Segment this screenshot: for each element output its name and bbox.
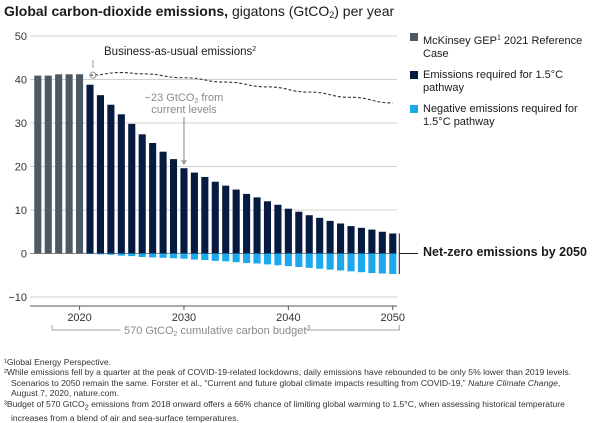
footnote-2-cont: Scenarios to 2050 remain the same. Forst…: [4, 378, 598, 388]
footnotes: ¹Global Energy Perspective. ²While emiss…: [4, 357, 598, 423]
footnote-3-cont: increases from a blend of air and sea-su…: [4, 413, 598, 423]
legend-swatch-pathway: [410, 71, 418, 79]
pathway-bar: [337, 223, 344, 253]
pathway-bar: [191, 173, 198, 254]
negative-emissions-bar: [358, 254, 365, 273]
negative-emissions-bar: [253, 254, 260, 264]
footnote-2-source: August 7, 2020, nature.com.: [4, 388, 598, 398]
pathway-bar: [139, 134, 146, 253]
pathway-bar: [264, 201, 271, 253]
negative-emissions-bar: [233, 254, 240, 263]
pathway-bar: [222, 186, 229, 254]
negative-emissions-bar: [389, 254, 396, 274]
reference-case-bar: [66, 74, 73, 253]
negative-emissions-bar: [160, 254, 167, 258]
pathway-bar: [306, 215, 313, 253]
budget-label: 570 GtCO2 cumulative carbon budget3: [124, 325, 310, 338]
pathway-bar: [295, 212, 302, 254]
negative-emissions-bar: [107, 254, 114, 255]
pathway-bar: [170, 159, 177, 253]
y-tick-label: 30: [15, 118, 27, 130]
pathway-bar: [285, 209, 292, 254]
bau-label: Business-as-usual emissions2: [104, 46, 256, 58]
footnote-2: ²While emissions fell by a quarter at th…: [4, 367, 598, 377]
negative-emissions-bar: [337, 254, 344, 271]
negative-emissions-bar: [306, 254, 313, 268]
pathway-bar: [107, 105, 114, 254]
negative-emissions-bar: [379, 254, 386, 274]
negative-emissions-bar: [128, 254, 135, 257]
x-tick-label: 2050: [381, 312, 405, 324]
legend-swatch-reference-case: [410, 33, 418, 41]
legend-item-negative-emissions: Negative emissions required for 1.5°C pa…: [410, 103, 598, 129]
footnote-3: ³Budget of 570 GtCO2 emissions from 2018…: [4, 399, 598, 413]
y-tick-label: 50: [15, 31, 27, 43]
negative-emissions-bar: [368, 254, 375, 274]
pathway-bar: [379, 232, 386, 254]
negative-emissions-bar: [222, 254, 229, 262]
negative-emissions-bar: [191, 254, 198, 260]
pathway-bar: [160, 152, 167, 254]
pathway-bar: [201, 177, 208, 254]
pathway-bar: [316, 218, 323, 254]
negative-emissions-bar: [316, 254, 323, 269]
footnote-1: ¹Global Energy Perspective.: [4, 357, 598, 367]
legend-item-pathway: Emissions required for 1.5°C pathway: [410, 69, 598, 95]
negative-emissions-bar: [285, 254, 292, 267]
negative-emissions-bar: [243, 254, 250, 264]
x-tick-label: 2040: [276, 312, 300, 324]
pathway-bar: [274, 205, 281, 254]
pathway-bar: [180, 168, 187, 253]
negative-emissions-bar: [118, 254, 125, 256]
negative-emissions-bar: [180, 254, 187, 259]
pathway-bar: [86, 85, 93, 254]
x-tick-label: 2030: [172, 312, 196, 324]
negative-emissions-bar: [264, 254, 271, 265]
reference-case-bar: [45, 76, 52, 254]
pathway-bar: [347, 226, 354, 253]
pathway-bar: [233, 190, 240, 254]
chart-legend: McKinsey GEP1 2021 Reference Case Emissi…: [410, 31, 598, 137]
reference-case-bar: [55, 74, 62, 253]
reduction-arrowhead: [181, 160, 187, 165]
x-tick-label: 2020: [67, 312, 91, 324]
net-zero-label: Net-zero emissions by 2050: [423, 245, 587, 259]
pathway-bar: [149, 143, 156, 253]
reference-case-bar: [34, 76, 41, 254]
pathway-bar: [212, 182, 219, 254]
y-tick-label: −10: [8, 292, 27, 304]
negative-emissions-bar: [201, 254, 208, 261]
y-tick-label: 40: [15, 75, 27, 87]
negative-emissions-bar: [327, 254, 334, 270]
legend-item-reference-case: McKinsey GEP1 2021 Reference Case: [410, 31, 598, 61]
pathway-bar: [118, 114, 125, 253]
pathway-bar: [243, 194, 250, 254]
y-tick-label: 10: [15, 205, 27, 217]
negative-emissions-bar: [170, 254, 177, 259]
negative-emissions-bar: [274, 254, 281, 266]
pathway-bar: [128, 124, 135, 254]
pathway-bar: [253, 197, 260, 253]
negative-emissions-bar: [295, 254, 302, 267]
negative-emissions-bar: [212, 254, 219, 261]
negative-emissions-bar: [139, 254, 146, 257]
y-tick-label: 0: [21, 249, 27, 261]
legend-swatch-negative-emissions: [410, 105, 418, 113]
reduction-label-line2: current levels: [151, 104, 217, 116]
negative-emissions-bar: [347, 254, 354, 272]
negative-emissions-bar: [149, 254, 156, 258]
y-tick-label: 20: [15, 162, 27, 174]
pathway-bar: [327, 221, 334, 254]
pathway-bar: [358, 228, 365, 254]
reference-case-bar: [76, 74, 83, 253]
pathway-bar: [389, 233, 396, 253]
pathway-bar: [368, 230, 375, 254]
pathway-bar: [97, 95, 104, 253]
bau-line: [90, 73, 393, 103]
negative-emissions-bar: [97, 254, 104, 255]
